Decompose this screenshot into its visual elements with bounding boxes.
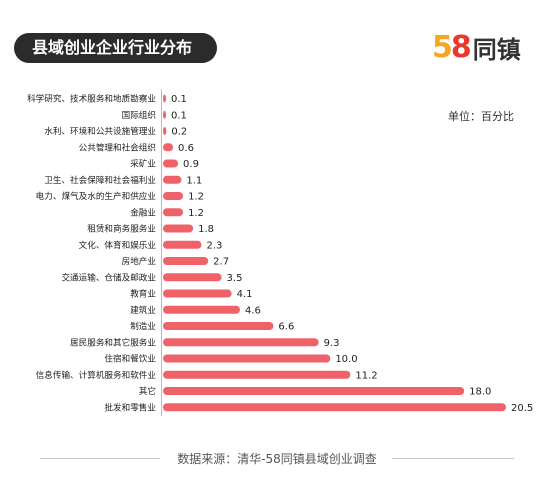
category-label: 采矿业 xyxy=(130,158,156,170)
bar-chart: 科学研究、技术服务和地质勘察业 0.1 国际组织 0.1 水利、环境和公共设施管理业 0.… xyxy=(27,89,533,417)
bar xyxy=(163,403,506,412)
category-label: 交通运输、仓储及邮政业 xyxy=(61,271,156,283)
logo-digit-8: 8 xyxy=(450,29,472,65)
category-label: 其它 xyxy=(139,385,156,397)
value-label: 11.2 xyxy=(355,370,377,381)
value-label: 4.1 xyxy=(237,289,253,300)
category-label: 电力、煤气及水的生产和供应业 xyxy=(36,190,157,202)
value-label: 4.6 xyxy=(245,305,261,316)
bar xyxy=(163,322,274,330)
source-note: 数据来源：清华-58同镇县域创业调查 xyxy=(177,452,377,466)
value-label: 1.8 xyxy=(198,224,214,235)
logo-number: 58 xyxy=(432,29,472,65)
bar xyxy=(163,257,209,265)
footer-rule-right xyxy=(392,458,514,459)
bar xyxy=(163,94,166,103)
value-label: 2.3 xyxy=(206,240,222,251)
category-label: 文化、体育和娱乐业 xyxy=(79,239,157,251)
bar xyxy=(163,110,166,119)
value-label: 0.1 xyxy=(171,110,187,121)
value-label: 1.2 xyxy=(188,208,204,219)
bar xyxy=(163,305,240,314)
category-label: 批发和零售业 xyxy=(104,401,156,413)
category-label: 卫生、社会保障和社会福利业 xyxy=(44,174,156,186)
category-label: 房地产业 xyxy=(122,255,157,267)
bar xyxy=(163,370,351,379)
bar xyxy=(163,387,465,395)
value-label: 3.5 xyxy=(227,273,243,284)
brand-logo: 58 同镇 xyxy=(432,29,521,65)
value-label: 9.3 xyxy=(324,338,340,349)
value-label: 0.2 xyxy=(171,127,187,138)
bar xyxy=(163,273,222,282)
logo-text: 同镇 xyxy=(472,35,521,64)
category-label: 信息传输、计算机服务和软件业 xyxy=(36,369,157,381)
category-label: 制造业 xyxy=(130,320,156,332)
value-label: 20.5 xyxy=(511,403,533,414)
category-label: 租赁和商务服务业 xyxy=(87,223,156,235)
bar xyxy=(163,192,184,200)
bar xyxy=(163,175,182,184)
chart-title: 县域创业企业行业分布 xyxy=(14,33,217,63)
bar xyxy=(163,240,202,249)
value-label: 6.6 xyxy=(278,322,294,333)
value-label: 0.9 xyxy=(183,159,199,170)
value-label: 10.0 xyxy=(335,354,357,365)
bar xyxy=(163,159,179,168)
footer-rule-left xyxy=(40,458,160,459)
value-label: 0.6 xyxy=(178,143,194,154)
category-label: 科学研究、技术服务和地质勘察业 xyxy=(27,93,156,105)
category-label: 教育业 xyxy=(130,288,156,300)
bar xyxy=(163,224,194,233)
bar xyxy=(163,289,232,298)
value-label: 0.1 xyxy=(171,94,187,105)
category-label: 公共管理和社会组织 xyxy=(79,141,157,153)
value-label: 1.2 xyxy=(188,192,204,203)
bar xyxy=(163,127,167,135)
value-label: 2.7 xyxy=(213,257,229,268)
logo-digit-5: 5 xyxy=(432,29,453,65)
category-label: 建筑业 xyxy=(130,304,156,316)
value-label: 18.0 xyxy=(469,387,491,398)
category-label: 金融业 xyxy=(130,206,156,218)
bar xyxy=(163,338,319,347)
bar xyxy=(163,143,174,152)
category-label: 居民服务和其它服务业 xyxy=(70,336,156,348)
category-label: 住宿和餐饮业 xyxy=(104,353,156,365)
category-label: 国际组织 xyxy=(122,109,157,121)
bar xyxy=(163,208,184,217)
unit-label: 单位：百分比 xyxy=(448,110,514,123)
bar xyxy=(163,354,331,363)
value-label: 1.1 xyxy=(186,175,202,186)
category-label: 水利、环境和公共设施管理业 xyxy=(44,125,156,137)
